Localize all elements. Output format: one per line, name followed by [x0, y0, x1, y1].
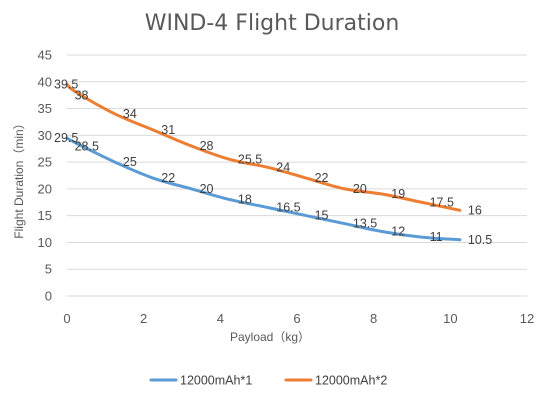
data-label: 24 [276, 160, 290, 174]
data-label: 16 [468, 203, 482, 217]
x-tick-label: 2 [140, 311, 147, 326]
data-label: 13.5 [353, 217, 377, 231]
data-label: 25.5 [238, 152, 262, 166]
y-tick-label: 30 [38, 128, 52, 143]
y-tick-label: 20 [38, 181, 52, 196]
data-label: 11 [430, 230, 443, 244]
data-label: 20 [353, 182, 367, 196]
chart-title: WIND-4 Flight Duration [145, 11, 400, 36]
data-label: 22 [161, 171, 175, 185]
data-label: 15 [315, 209, 329, 223]
x-tick-label: 0 [63, 311, 70, 326]
data-label: 12 [391, 225, 405, 239]
data-label: 10.5 [468, 233, 492, 247]
data-label: 29.5 [54, 131, 78, 145]
data-label: 28.5 [75, 139, 99, 153]
legend: 12000mAh*1 12000mAh*2 [149, 374, 387, 388]
series-lines [65, 82, 462, 242]
data-label: 17.5 [430, 195, 454, 209]
x-tick-label: 10 [443, 311, 457, 326]
data-label: 19 [391, 187, 405, 201]
data-label: 38 [75, 88, 89, 102]
series-line-2 [65, 82, 462, 212]
y-tick-label: 0 [45, 289, 52, 304]
x-axis-label: Payload（kg） [230, 330, 310, 344]
data-label: 16.5 [276, 201, 300, 215]
data-label: 34 [123, 107, 137, 121]
y-axis-label: Flight Duration（min） [12, 117, 26, 238]
x-tick-label: 6 [293, 311, 300, 326]
series-line-1 [65, 136, 462, 242]
x-tick-label: 4 [217, 311, 224, 326]
y-tick-label: 40 [38, 74, 52, 89]
data-label: 31 [161, 123, 175, 137]
grid-lines [67, 54, 527, 270]
legend-label-1: 12000mAh*1 [180, 374, 252, 388]
data-labels: 29.528.5 25 22 20 18 16.5 15 13.5 12 11 10.5 39.538… [54, 77, 492, 246]
legend-label-2: 12000mAh*2 [315, 374, 387, 388]
data-label: 39.5 [54, 77, 78, 91]
y-tick-label: 45 [38, 48, 52, 63]
y-tick-label: 25 [38, 155, 52, 170]
y-tick-label: 15 [38, 208, 52, 223]
y-tick-label: 10 [38, 235, 52, 250]
y-tick-label: 35 [38, 101, 52, 116]
y-tick-label: 5 [45, 262, 52, 277]
data-label: 20 [200, 182, 214, 196]
x-tick-label: 8 [370, 311, 377, 326]
data-label: 22 [315, 171, 329, 185]
x-tick-label: 12 [520, 311, 534, 326]
data-label: 18 [238, 193, 252, 207]
data-label: 28 [200, 139, 214, 153]
data-label: 25 [123, 155, 137, 169]
